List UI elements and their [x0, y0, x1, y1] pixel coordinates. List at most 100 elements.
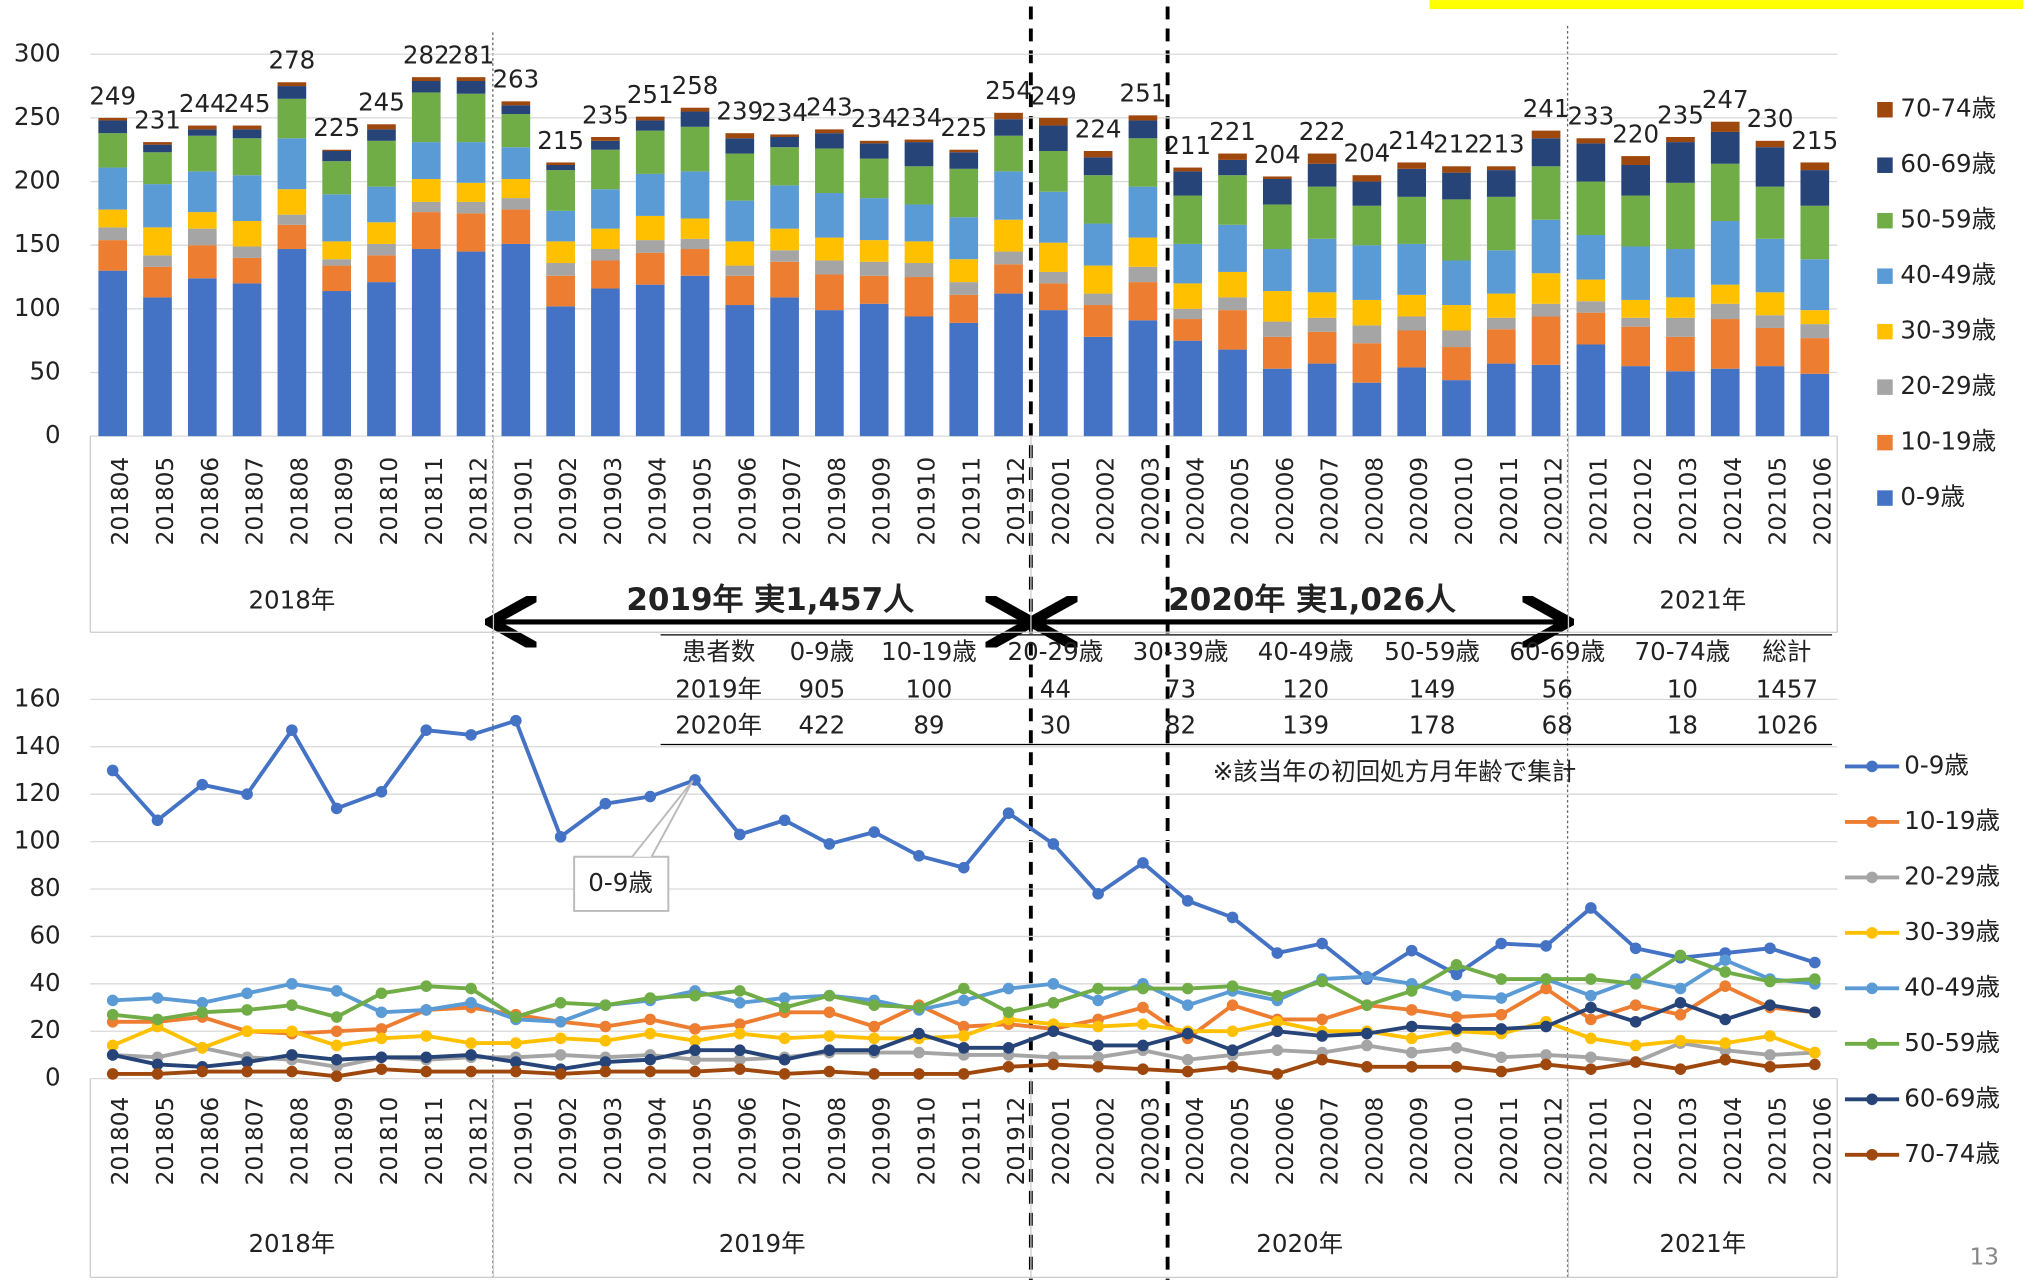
- bar-segment: [1442, 305, 1471, 331]
- table-cell: 73: [1165, 674, 1196, 703]
- bar-segment: [1621, 326, 1650, 367]
- bar-segment: [232, 283, 262, 437]
- series-point: [733, 1044, 746, 1057]
- bar-segment: [501, 198, 531, 210]
- x-tick-label: 201805: [152, 1097, 179, 1186]
- bar-segment: [1486, 363, 1516, 437]
- bar-segment: [1352, 175, 1382, 182]
- bar-segment: [904, 204, 934, 242]
- series-point: [1181, 895, 1194, 907]
- bar-segment: [1755, 186, 1785, 239]
- series-point: [1540, 982, 1552, 995]
- bar-segment: [456, 251, 486, 437]
- series-point: [1629, 1056, 1642, 1068]
- bar-segment: [1800, 170, 1830, 206]
- bar-segment: [1576, 181, 1606, 236]
- series-point: [1271, 989, 1284, 1002]
- series-point: [957, 1042, 970, 1054]
- series-point: [465, 1065, 477, 1078]
- series-point: [1181, 999, 1194, 1011]
- x-tick-label: 202002: [1093, 1097, 1120, 1186]
- bar-segment: [98, 133, 128, 168]
- bar-segment: [1710, 303, 1740, 320]
- x-tick-label: 202104: [1720, 1097, 1747, 1186]
- series-point: [241, 1025, 253, 1038]
- bar-segment: [546, 210, 575, 242]
- series-point: [465, 729, 477, 741]
- series-point: [375, 1051, 388, 1064]
- x-tick-label: 201907: [779, 1097, 806, 1186]
- series-point: [1226, 1044, 1239, 1057]
- table-header: 70-74歳: [1635, 637, 1731, 666]
- bar-segment: [1128, 266, 1158, 283]
- series-point: [286, 1025, 298, 1038]
- series-point: [1361, 1039, 1373, 1052]
- series-point: [1674, 1034, 1687, 1047]
- total-label: 247: [1702, 85, 1749, 114]
- y-tick-label: 250: [14, 102, 61, 131]
- bar-segment: [98, 167, 128, 210]
- total-label: 263: [492, 65, 539, 94]
- y-tick-label: 120: [14, 778, 61, 807]
- series-point: [599, 1065, 612, 1078]
- bar-segment: [1173, 340, 1203, 437]
- bar-segment: [635, 116, 665, 121]
- total-label: 243: [806, 93, 853, 122]
- series-point: [1047, 1058, 1060, 1071]
- bar-segment: [859, 303, 889, 437]
- bar-segment: [1352, 325, 1382, 344]
- total-label: 221: [1209, 117, 1256, 146]
- series-point: [1450, 1023, 1463, 1035]
- series-point: [375, 1006, 388, 1019]
- bar-segment: [635, 130, 665, 174]
- x-tick-label: 202106: [1809, 457, 1836, 546]
- x-tick-label: 201902: [555, 1097, 582, 1186]
- series-point: [1137, 1001, 1149, 1014]
- bar-segment: [232, 175, 262, 222]
- bar-segment: [994, 119, 1023, 136]
- series-point: [1405, 1032, 1418, 1045]
- x-tick-label: 202007: [1317, 1097, 1344, 1186]
- bar-segment: [411, 92, 441, 143]
- x-tick-label: 201911: [958, 1097, 985, 1186]
- series-point: [689, 1034, 701, 1047]
- bar-segment: [277, 86, 307, 99]
- bar-segment: [680, 249, 710, 276]
- series-point: [554, 996, 567, 1009]
- series-point: [1137, 857, 1149, 869]
- x-tick-label: 201807: [242, 1097, 269, 1186]
- bar-segment: [367, 255, 396, 283]
- bar-segment: [591, 137, 620, 141]
- total-label: 278: [268, 46, 315, 75]
- bar-segment: [635, 284, 665, 437]
- bar-segment: [1710, 284, 1740, 304]
- bar-segment: [456, 213, 486, 252]
- bar-segment: [456, 77, 486, 81]
- series-point: [733, 1027, 746, 1040]
- bar-segment: [546, 263, 575, 276]
- bar-segment: [591, 249, 620, 261]
- series-point: [1137, 1039, 1149, 1052]
- series-point: [733, 1053, 746, 1066]
- series-point: [1137, 1018, 1149, 1030]
- series-point: [599, 797, 612, 810]
- total-label: 235: [582, 100, 629, 129]
- series-point: [1226, 999, 1239, 1011]
- series-point: [1629, 1015, 1642, 1028]
- legend-label: 60-69歳: [1900, 149, 1996, 178]
- total-label: 235: [1657, 100, 1704, 129]
- bar-segment: [1262, 179, 1292, 205]
- bar-segment: [994, 251, 1023, 265]
- series-point: [465, 982, 477, 995]
- bar-segment: [815, 274, 844, 311]
- series-point: [510, 714, 522, 727]
- total-label: 245: [358, 88, 405, 117]
- total-label: 220: [1612, 119, 1659, 148]
- x-tick-label: 201806: [197, 457, 224, 546]
- bar-segment: [680, 275, 710, 437]
- x-tick-label: 201901: [510, 1097, 537, 1186]
- bar-segment: [1755, 327, 1785, 367]
- bar-segment: [456, 142, 486, 183]
- series-point: [1674, 996, 1687, 1009]
- series-point: [733, 828, 746, 841]
